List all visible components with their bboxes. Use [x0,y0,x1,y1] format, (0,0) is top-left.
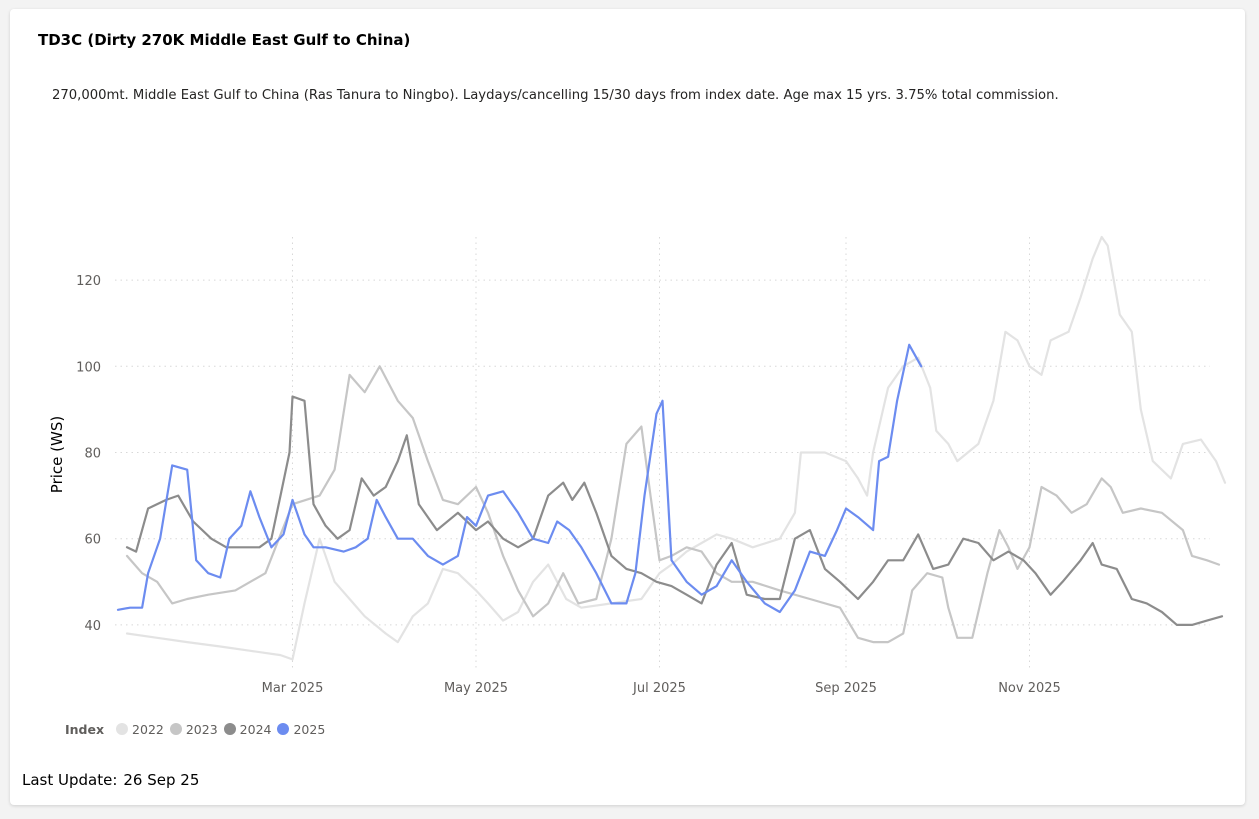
legend-swatch-icon [116,723,129,735]
last-update-label: Last Update: [22,771,118,789]
legend-swatch-icon [169,723,182,735]
legend-swatch-icon [277,723,290,735]
series-line-2025[interactable] [116,343,923,614]
legend-swatch-icon [223,723,236,735]
y-tick-label: 60 [84,533,101,548]
x-tick-label: May 2025 [444,681,508,696]
chart-title: TD3C (Dirty 270K Middle East Gulf to Chi… [38,31,411,49]
legend-label: 2022 [132,721,164,737]
legend-item-2025[interactable]: 2025 [277,722,325,737]
chart-card [10,9,1245,805]
y-tick-label: 100 [76,360,101,375]
legend-label: 2024 [239,721,272,737]
x-tick-label: Sep 2025 [815,681,877,696]
legend-item-2023[interactable]: 2023 [169,721,218,737]
y-tick-label: 120 [76,274,101,289]
legend-label: 2025 [293,721,326,737]
x-tick-label: Mar 2025 [262,681,324,696]
y-tick-label: 80 [84,447,101,462]
x-tick-label: Nov 2025 [998,681,1061,696]
last-update: Last Update: 26 Sep 25 [22,771,205,789]
chart-description: 270,000mt. Middle East Gulf to China (Ra… [52,88,1059,103]
x-tick-label: Jul 2025 [632,681,686,696]
series-line-2022[interactable] [125,235,1227,661]
last-update-value: 26 Sep 25 [123,771,200,789]
series-line-2024[interactable] [125,395,1224,626]
chart-legend: Index 2022 2023 2024 2025 [65,720,331,738]
legend-item-2022[interactable]: 2022 [116,722,164,737]
legend-item-2024[interactable]: 2024 [223,721,272,737]
y-axis-title: Price (WS) [48,416,66,493]
legend-title: Index [65,721,105,737]
series-line-2023[interactable] [125,365,1221,644]
legend-label: 2023 [185,721,218,737]
y-tick-label: 40 [84,619,101,634]
